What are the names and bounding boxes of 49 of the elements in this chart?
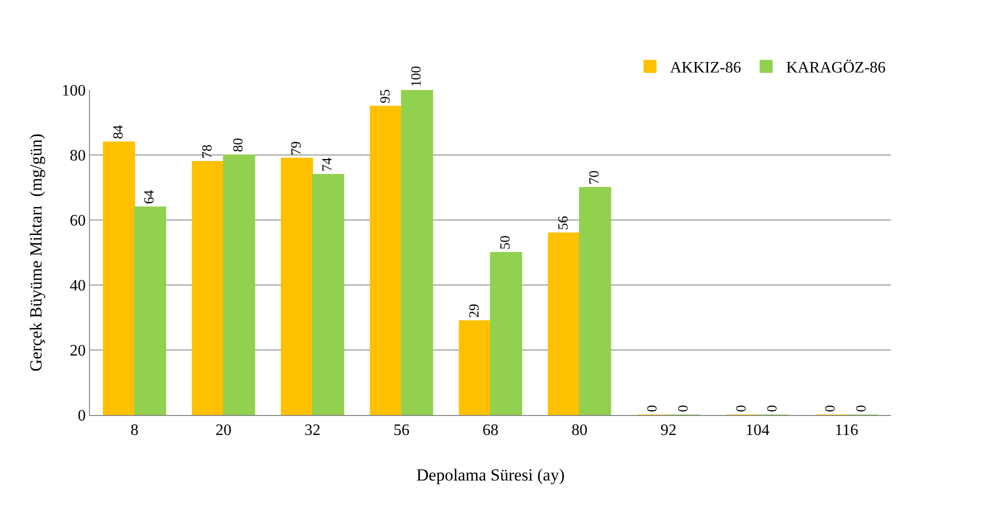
x-tick-label: 104: [746, 422, 770, 440]
data-label: 79: [289, 141, 304, 156]
y-tick-label: 0: [78, 408, 86, 425]
x-tick-label: 80: [572, 422, 588, 440]
bar: [312, 174, 344, 415]
data-label: 29: [467, 304, 482, 318]
data-label: 100: [410, 66, 425, 87]
data-label: 50: [498, 236, 514, 250]
bar: [280, 158, 313, 415]
bar: [401, 90, 434, 415]
x-tick-label: 92: [660, 422, 676, 440]
bar: [223, 154, 256, 415]
bar: [192, 161, 224, 415]
data-label: 0: [854, 405, 870, 412]
bar: [579, 187, 612, 415]
y-tick-label: 40: [70, 278, 86, 295]
bar: [134, 206, 166, 415]
data-label: 0: [766, 405, 781, 412]
data-label: 80: [232, 138, 247, 152]
x-tick-label: 32: [304, 422, 320, 440]
bar: [548, 232, 580, 415]
y-tick-label: 20: [70, 342, 86, 360]
data-label: 78: [200, 144, 216, 158]
data-label: 0: [823, 405, 838, 412]
bar: [490, 252, 522, 415]
y-tick-label: 100: [62, 82, 86, 100]
data-label: 74: [320, 158, 336, 172]
data-label: 0: [676, 405, 692, 412]
data-label: 95: [378, 89, 394, 104]
x-tick-label: 8: [130, 422, 138, 440]
legend-label: AKKIZ-86: [670, 60, 742, 77]
bar: [102, 142, 135, 415]
data-label: 0: [734, 405, 750, 412]
x-tick-label: 56: [394, 422, 410, 440]
y-tick-label: 60: [70, 212, 86, 230]
x-tick-label: 20: [216, 422, 232, 440]
x-tick-label: 116: [834, 422, 858, 440]
x-tick-label: 68: [482, 422, 498, 440]
data-label: 84: [111, 125, 126, 139]
y-tick-label: 80: [70, 148, 86, 165]
x-axis-title: Depolama Süresi (ay): [416, 466, 565, 485]
data-label: 64: [142, 190, 158, 204]
y-axis-title: Gerçek Büyüme Miktarı (mg/gün): [26, 134, 46, 372]
bar: [458, 320, 491, 415]
legend-label: KARAGÖZ-86: [786, 60, 886, 77]
bar: [370, 106, 402, 415]
data-label: 0: [645, 405, 660, 412]
data-label: 56: [556, 216, 572, 230]
data-label: 70: [588, 170, 603, 184]
